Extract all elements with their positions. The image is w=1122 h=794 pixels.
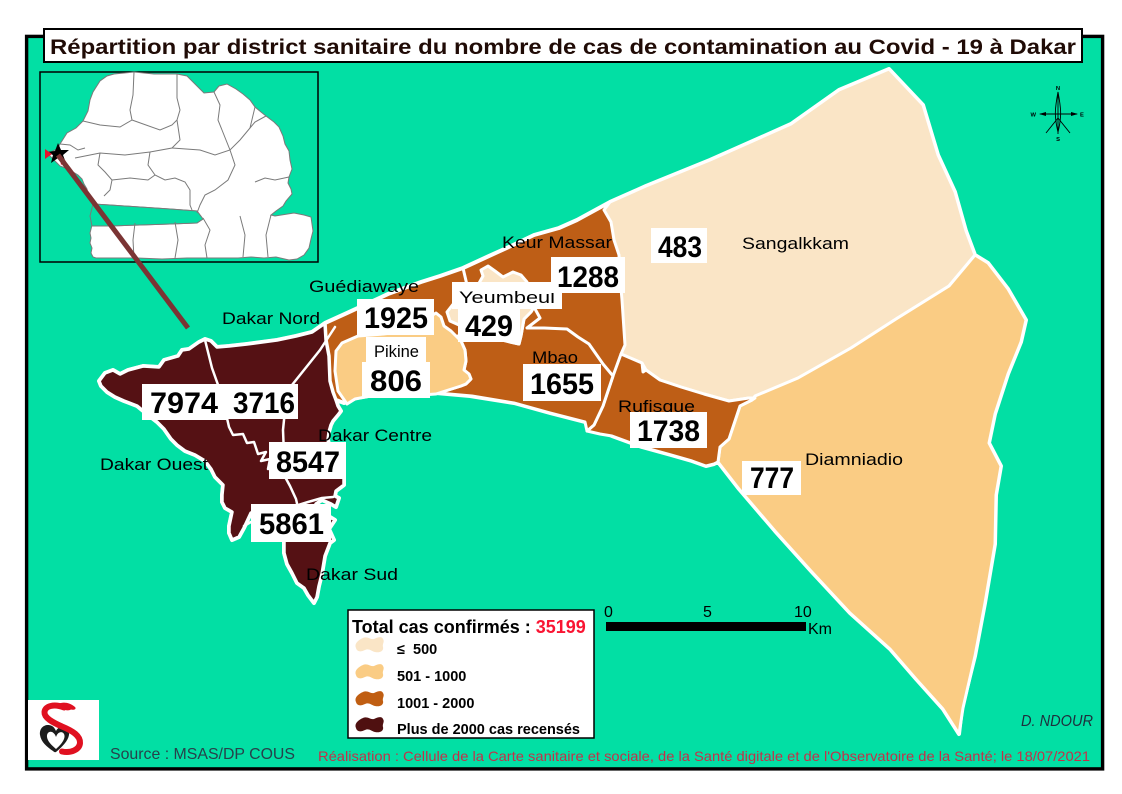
svg-text:Répartition par district sanit: Répartition par district sanitaire du no… — [50, 35, 1077, 59]
svg-text:Rufisque: Rufisque — [618, 397, 695, 416]
svg-text:1925: 1925 — [364, 302, 428, 335]
svg-text:Dakar Sud: Dakar Sud — [306, 565, 398, 584]
svg-text:Mbao: Mbao — [532, 348, 578, 367]
svg-text:Keur Massar: Keur Massar — [502, 233, 612, 252]
svg-text:806: 806 — [370, 365, 422, 398]
svg-text:Yeumbeul: Yeumbeul — [459, 288, 555, 307]
svg-text:E: E — [1080, 113, 1084, 119]
svg-text:1001 - 2000: 1001 - 2000 — [397, 696, 474, 712]
svg-text:Réalisation : Cellule de la Ca: Réalisation : Cellule de la Carte sanita… — [318, 748, 1090, 764]
svg-text:3716: 3716 — [233, 387, 295, 420]
svg-text:Pikine: Pikine — [374, 342, 419, 361]
svg-text:≤ 500: ≤ 500 — [397, 642, 437, 658]
svg-text:483: 483 — [658, 231, 702, 264]
svg-text:1738: 1738 — [637, 415, 700, 448]
svg-text:D. NDOUR: D. NDOUR — [1021, 713, 1093, 730]
svg-text:Total cas confirmés : 35199: Total cas confirmés : 35199 — [352, 617, 586, 637]
svg-text:Plus de 2000 cas recensés: Plus de 2000 cas recensés — [397, 722, 580, 738]
svg-text:Dakar Nord: Dakar Nord — [222, 309, 320, 328]
svg-text:501 - 1000: 501 - 1000 — [397, 669, 466, 685]
svg-text:0: 0 — [604, 604, 613, 621]
svg-text:5861: 5861 — [259, 508, 324, 541]
svg-text:5: 5 — [703, 604, 712, 621]
svg-text:1288: 1288 — [557, 261, 619, 294]
svg-text:Source : MSAS/DP COUS: Source : MSAS/DP COUS — [110, 746, 295, 763]
svg-text:Dakar Ouest: Dakar Ouest — [100, 455, 208, 474]
svg-text:Km: Km — [808, 621, 832, 638]
svg-text:N: N — [1056, 86, 1060, 92]
svg-text:W: W — [1031, 113, 1037, 119]
svg-text:Dakar Centre: Dakar Centre — [318, 426, 432, 445]
svg-text:1655: 1655 — [530, 368, 594, 401]
svg-text:Diamniadio: Diamniadio — [805, 450, 903, 469]
svg-text:10: 10 — [794, 604, 812, 621]
svg-text:S: S — [1056, 137, 1060, 143]
svg-text:Guédiawaye: Guédiawaye — [309, 277, 419, 296]
svg-text:7974: 7974 — [150, 387, 218, 420]
svg-text:8547: 8547 — [276, 446, 340, 479]
svg-text:777: 777 — [750, 462, 794, 495]
svg-text:429: 429 — [465, 310, 513, 343]
svg-text:Sangalkkam: Sangalkkam — [742, 234, 849, 253]
